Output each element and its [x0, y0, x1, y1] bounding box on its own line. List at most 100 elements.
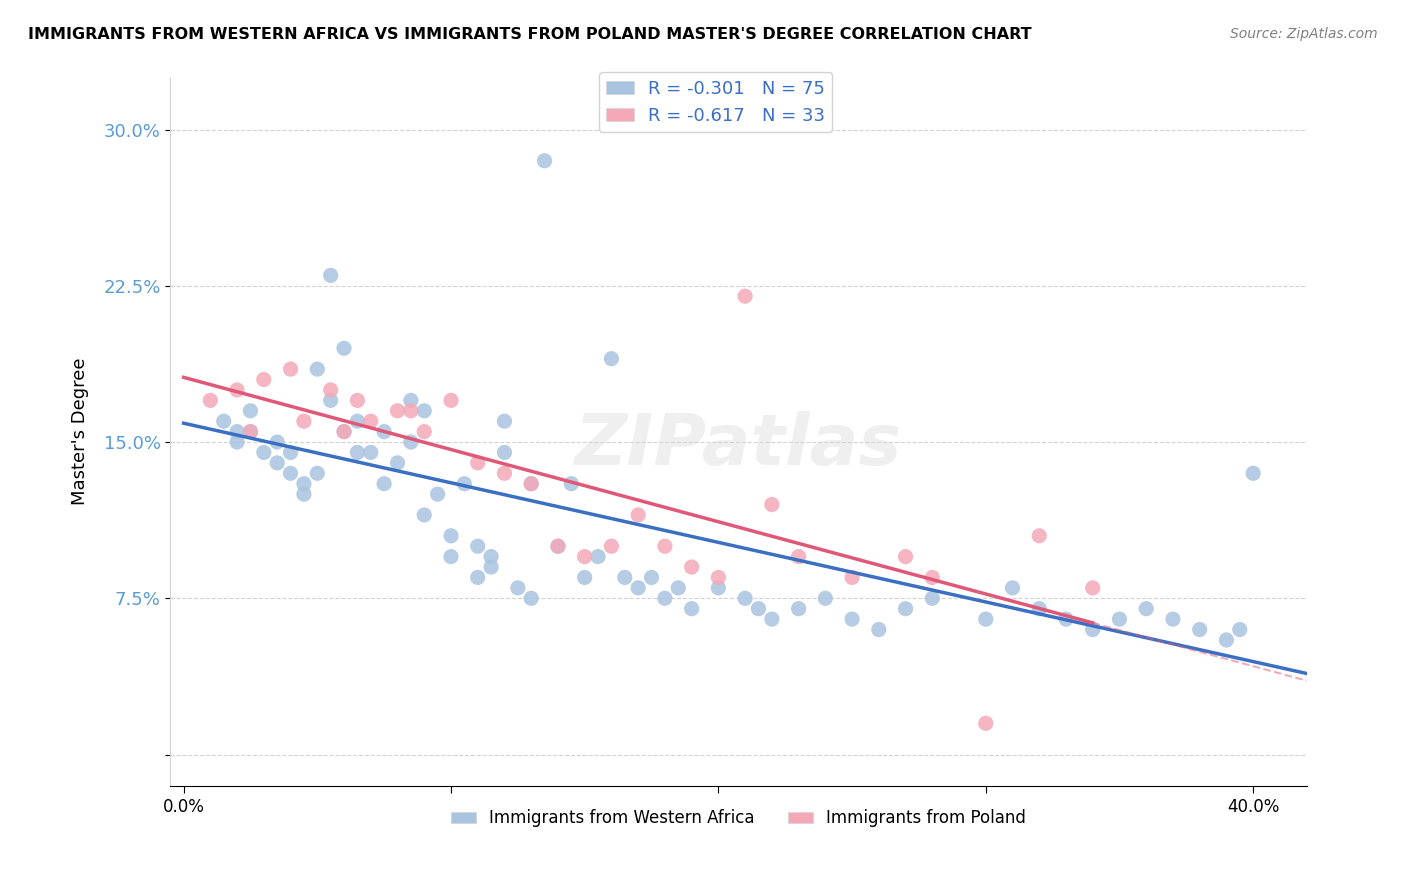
Point [547, 539, 569, 553]
Point [613, 570, 636, 584]
Point [747, 601, 769, 615]
Point [387, 404, 409, 418]
Point [413, 404, 436, 418]
Point [574, 549, 596, 564]
Point [681, 601, 703, 615]
Point [681, 560, 703, 574]
Y-axis label: Master's Degree: Master's Degree [72, 358, 89, 506]
Point [426, 487, 449, 501]
Point [533, 153, 555, 168]
Point [200, 393, 222, 408]
Point [547, 539, 569, 553]
Point [921, 591, 943, 606]
Point [494, 445, 516, 459]
Point [520, 591, 543, 606]
Point [292, 487, 315, 501]
Point [974, 716, 997, 731]
Point [226, 425, 249, 439]
Point [479, 549, 502, 564]
Point [280, 445, 302, 459]
Point [280, 362, 302, 376]
Point [1241, 467, 1264, 481]
Point [761, 612, 783, 626]
Point [600, 539, 623, 553]
Point [666, 581, 689, 595]
Point [266, 456, 288, 470]
Point [253, 372, 276, 386]
Point [319, 393, 342, 408]
Point [467, 456, 489, 470]
Point [627, 508, 650, 522]
Point [212, 414, 235, 428]
Point [440, 393, 463, 408]
Point [319, 268, 342, 283]
Point [654, 539, 676, 553]
Point [346, 393, 368, 408]
Point [814, 591, 837, 606]
Point [1188, 623, 1211, 637]
Legend: Immigrants from Western Africa, Immigrants from Poland: Immigrants from Western Africa, Immigran… [444, 803, 1033, 834]
Point [868, 623, 890, 637]
Point [654, 591, 676, 606]
Point [413, 425, 436, 439]
Point [520, 476, 543, 491]
Point [1229, 623, 1251, 637]
Point [226, 435, 249, 450]
Point [841, 570, 863, 584]
Point [387, 456, 409, 470]
Point [494, 467, 516, 481]
Point [239, 425, 262, 439]
Point [560, 476, 582, 491]
Point [1161, 612, 1184, 626]
Point [520, 476, 543, 491]
Point [307, 362, 329, 376]
Point [921, 570, 943, 584]
Point [1054, 612, 1077, 626]
Point [333, 425, 356, 439]
Point [226, 383, 249, 397]
Point [360, 414, 382, 428]
Point [333, 341, 356, 355]
Point [253, 445, 276, 459]
Point [1028, 529, 1050, 543]
Point [506, 581, 529, 595]
Point [707, 570, 730, 584]
Point [494, 414, 516, 428]
Point [894, 601, 917, 615]
Point [440, 529, 463, 543]
Point [239, 404, 262, 418]
Point [413, 508, 436, 522]
Point [467, 539, 489, 553]
Point [734, 591, 756, 606]
Point [346, 414, 368, 428]
Text: Source: ZipAtlas.com: Source: ZipAtlas.com [1230, 27, 1378, 41]
Point [373, 476, 395, 491]
Point [373, 425, 395, 439]
Point [239, 425, 262, 439]
Point [1001, 581, 1024, 595]
Point [974, 612, 997, 626]
Point [627, 581, 650, 595]
Text: ZIPatlas: ZIPatlas [575, 411, 903, 480]
Point [1215, 632, 1237, 647]
Point [453, 476, 475, 491]
Point [1081, 623, 1104, 637]
Point [399, 435, 422, 450]
Point [1081, 581, 1104, 595]
Point [586, 549, 609, 564]
Point [292, 476, 315, 491]
Point [640, 570, 662, 584]
Point [707, 581, 730, 595]
Point [1135, 601, 1157, 615]
Point [467, 570, 489, 584]
Point [440, 549, 463, 564]
Point [841, 612, 863, 626]
Point [787, 601, 810, 615]
Point [1108, 612, 1130, 626]
Text: IMMIGRANTS FROM WESTERN AFRICA VS IMMIGRANTS FROM POLAND MASTER'S DEGREE CORRELA: IMMIGRANTS FROM WESTERN AFRICA VS IMMIGR… [28, 27, 1032, 42]
Point [333, 425, 356, 439]
Point [479, 560, 502, 574]
Point [360, 445, 382, 459]
Point [307, 467, 329, 481]
Point [399, 404, 422, 418]
